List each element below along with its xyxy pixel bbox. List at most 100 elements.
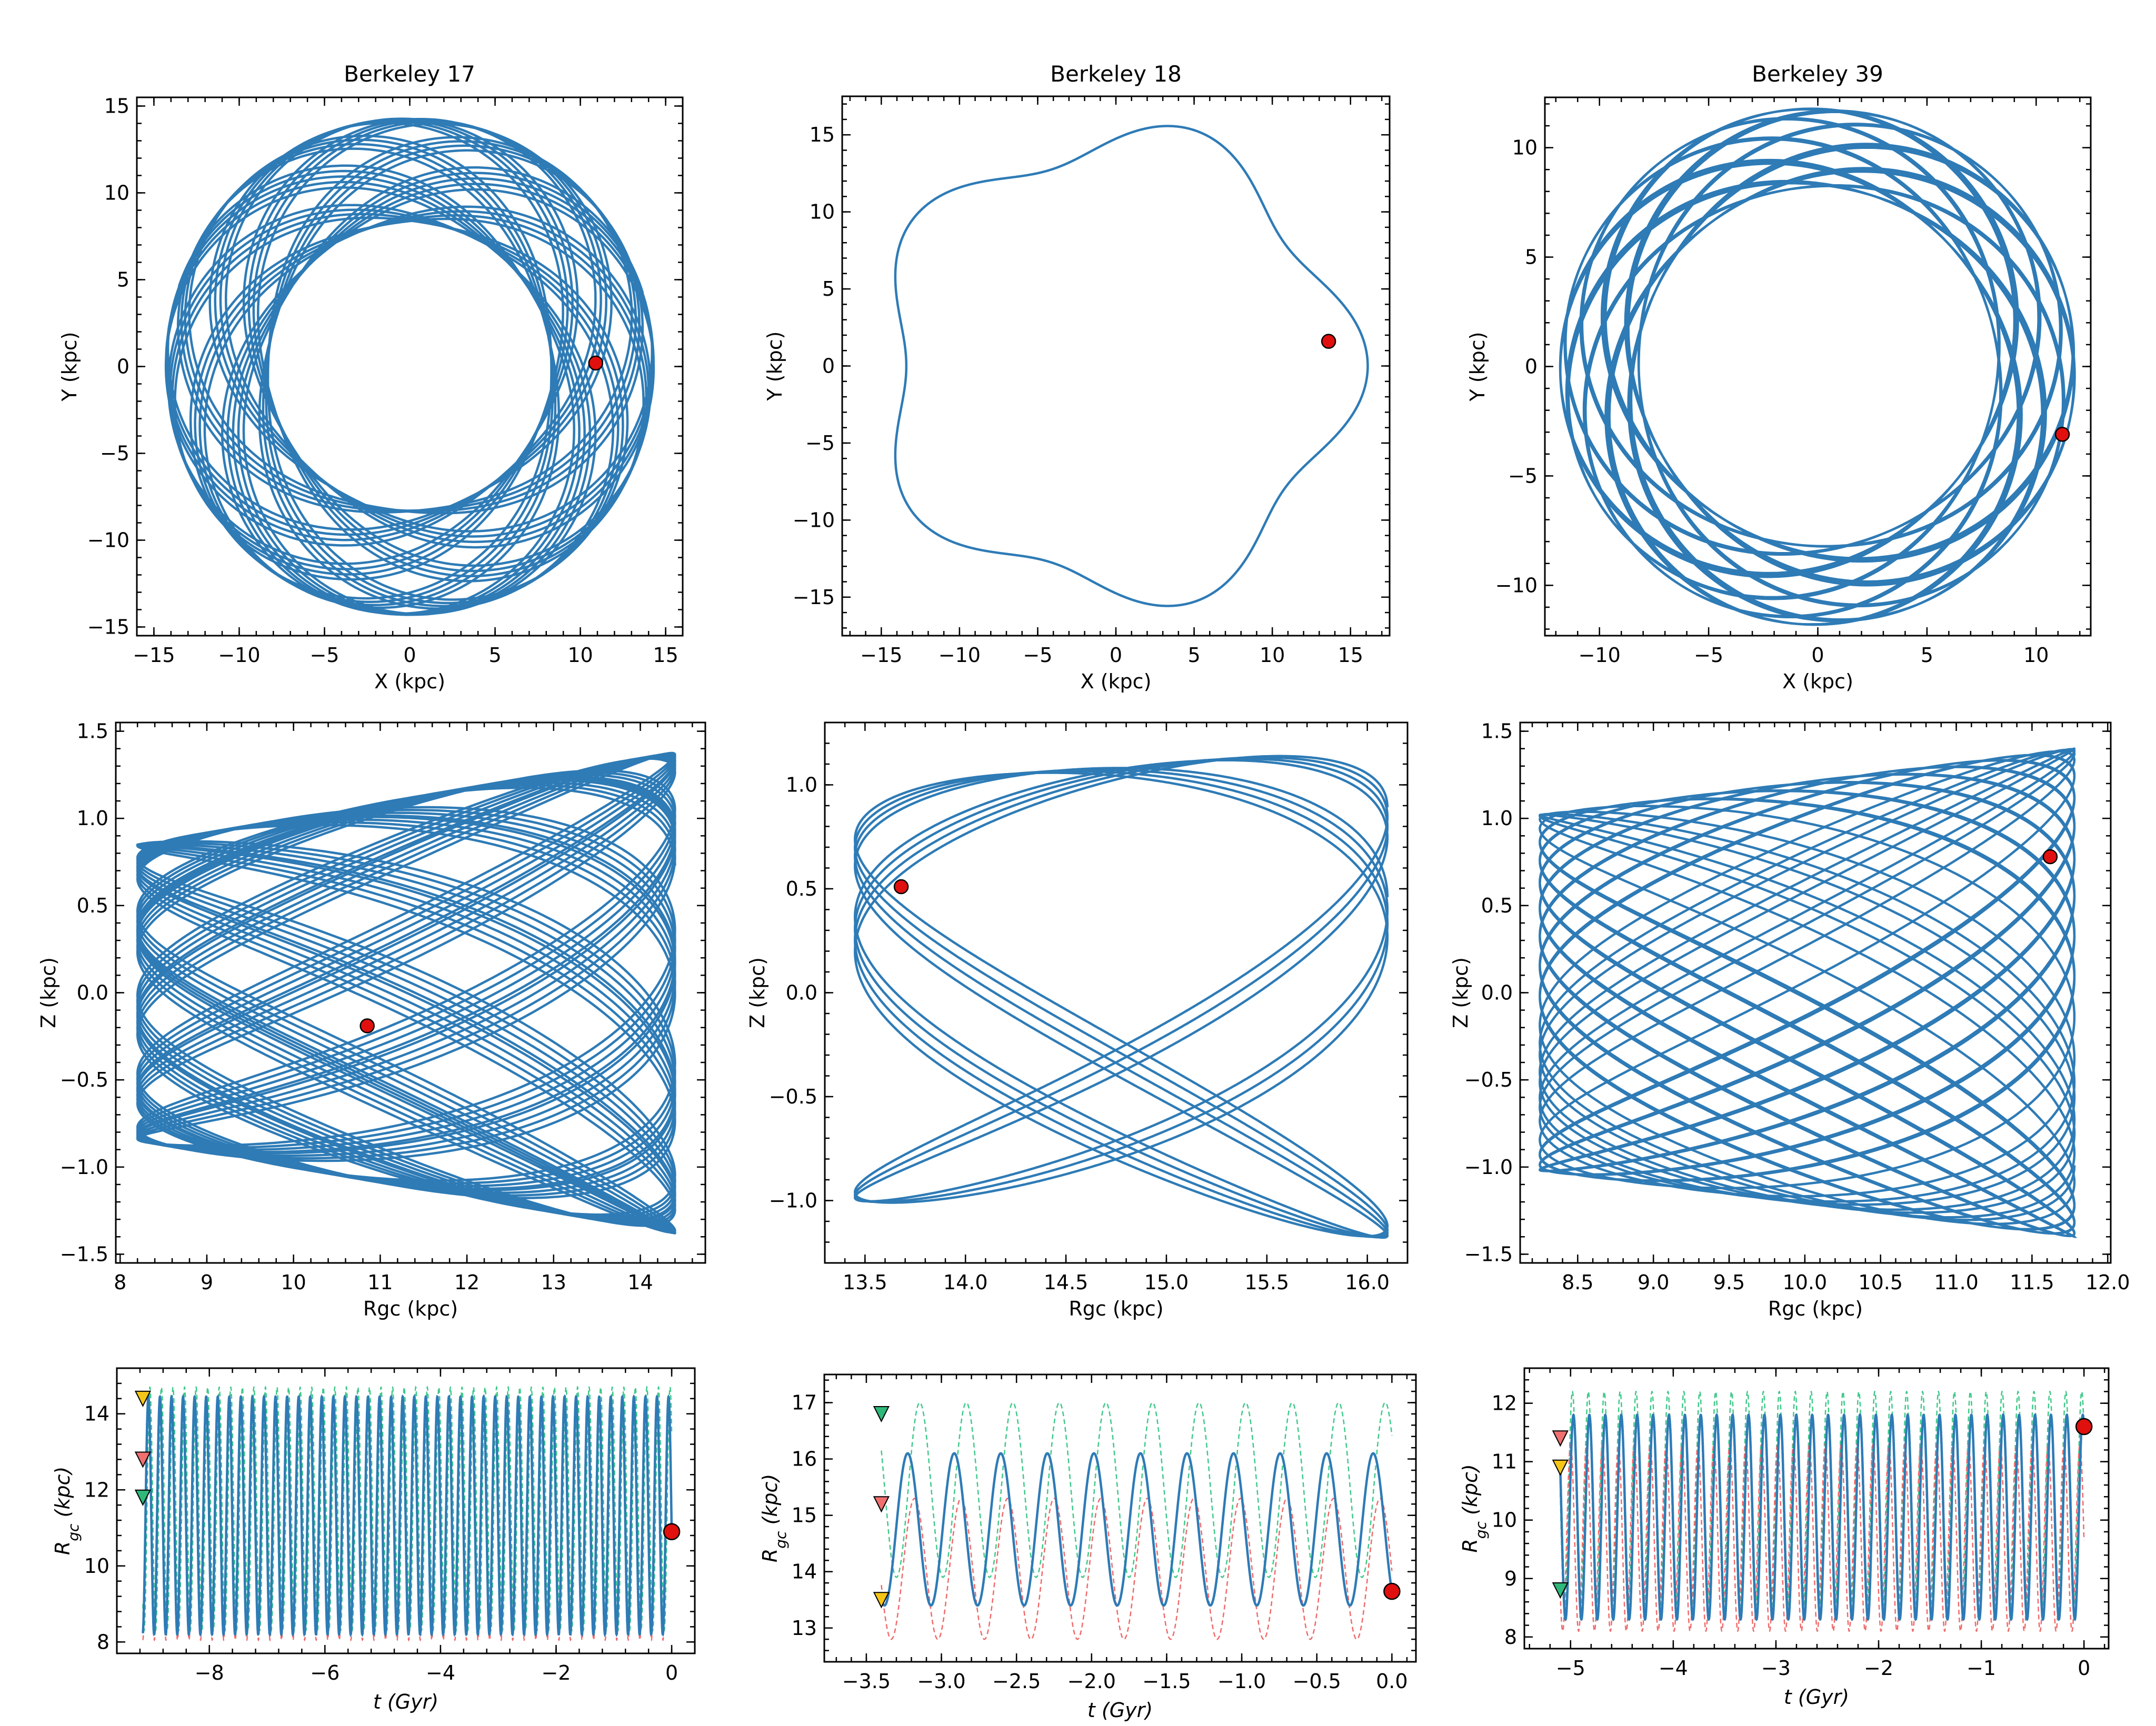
x-tick-label: −10 <box>1579 644 1621 667</box>
y-tick-label: −10 <box>793 508 835 531</box>
x-tick-label: 8 <box>114 1271 126 1294</box>
y-tick-label: 10 <box>104 182 129 205</box>
y-tick-label: 12 <box>84 1478 109 1501</box>
y-tick-label: 8 <box>1504 1625 1517 1649</box>
x-tick-label: −5 <box>1556 1657 1585 1680</box>
x-tick-label: 9.5 <box>1713 1271 1745 1294</box>
y-tick-label: 14 <box>84 1402 109 1426</box>
x-tick-label: 10 <box>567 644 593 667</box>
y-axis-label: Rgc (kpc) <box>51 1467 82 1555</box>
start-marker-red <box>134 1451 152 1468</box>
berkeley-18-title: Berkeley 18 <box>1050 61 1182 87</box>
y-tick-label: −15 <box>793 586 835 609</box>
y-tick-label: 1.5 <box>1481 720 1513 743</box>
x-tick-label: −3 <box>1761 1657 1791 1680</box>
y-tick-label: 0.5 <box>1481 894 1513 917</box>
x-tick-label: 5 <box>1187 644 1200 667</box>
x-axis-label: Rgc (kpc) <box>1069 1297 1163 1320</box>
x-tick-label: 10 <box>1260 644 1285 667</box>
x-axis-label: X (kpc) <box>1081 670 1152 693</box>
y-tick-label: 1.0 <box>1481 807 1513 830</box>
plot-area <box>142 1386 673 1642</box>
start-marker-yellow <box>134 1390 152 1408</box>
lower-bound-dashed-line <box>1560 1443 2085 1632</box>
y-tick-label: 5 <box>117 268 129 292</box>
berkeley-39-rz-panel: 8.5 9.0 9.5 10.0 10.5 11.0 11.5 12.0 −1.5 −1.0 −0.… <box>1449 720 2130 1320</box>
orbit-line <box>880 1452 1393 1607</box>
x-tick-label: −5 <box>1023 644 1052 667</box>
orbit-line <box>136 751 676 1235</box>
berkeley-17-title: Berkeley 17 <box>344 61 475 87</box>
x-tick-label: −3.5 <box>842 1670 891 1693</box>
y-tick-label: 0.5 <box>77 894 108 917</box>
x-tick-label: 12.0 <box>2085 1271 2130 1294</box>
x-tick-label: 0 <box>665 1661 678 1684</box>
x-tick-label: 16.0 <box>1345 1271 1390 1294</box>
y-axis-label: Rgc (kpc) <box>1459 1464 1490 1552</box>
x-tick-label: 10 <box>281 1271 306 1294</box>
x-tick-label: −2 <box>1864 1657 1893 1680</box>
x-axis-label: X (kpc) <box>1782 670 1853 693</box>
plot-area <box>894 125 1369 607</box>
y-tick-label: 16 <box>792 1448 817 1471</box>
plot-area <box>854 755 1389 1239</box>
berkeley-18-rt-panel: −3.5 −3.0 −2.5 −2.0 −1.5 −1.0 −0.5 0.0 13 14 15 16 1… <box>758 1373 1417 1722</box>
y-tick-label: 13 <box>792 1617 817 1640</box>
y-tick-label: 0.0 <box>77 981 108 1005</box>
x-tick-label: 14.0 <box>943 1271 988 1294</box>
orbit-line <box>164 117 655 616</box>
current-position-marker <box>663 1523 681 1540</box>
orbit-line <box>142 1394 673 1637</box>
x-axis-label: X (kpc) <box>374 670 445 693</box>
x-tick-label: −10 <box>939 644 981 667</box>
x-tick-label: 0 <box>2078 1657 2090 1680</box>
x-tick-label: −4 <box>1659 1657 1688 1680</box>
plot-frame <box>116 1367 696 1654</box>
berkeley-39-rt-panel: −5 −4 −3 −2 −1 0 8 9 10 11 12 t (Gyr) Rgc (kpc) <box>1459 1367 2110 1709</box>
x-tick-label: −0.5 <box>1293 1670 1341 1693</box>
current-position-marker <box>360 1018 375 1033</box>
y-tick-label: 0.5 <box>786 877 817 900</box>
x-tick-label: 15 <box>1338 644 1363 667</box>
start-marker-red <box>1552 1430 1569 1447</box>
x-tick-label: 5 <box>1921 644 1933 667</box>
x-tick-label: 10.5 <box>1858 1271 1903 1294</box>
plot-frame <box>823 1373 1417 1663</box>
y-tick-label: 10 <box>1512 136 1538 159</box>
x-tick-label: 0 <box>1811 644 1824 667</box>
y-tick-label: −1.5 <box>60 1242 108 1266</box>
x-tick-label: −4 <box>426 1661 455 1684</box>
x-tick-label: −10 <box>218 644 260 667</box>
y-tick-label: −1.0 <box>60 1156 108 1179</box>
x-tick-label: −2 <box>541 1661 571 1684</box>
x-tick-label: −15 <box>133 644 175 667</box>
x-tick-label: 15.0 <box>1144 1271 1189 1294</box>
current-position-marker <box>2042 849 2058 865</box>
x-tick-label: 12 <box>454 1271 480 1294</box>
y-tick-label: −10 <box>1495 574 1538 597</box>
x-tick-label: 8.5 <box>1562 1271 1593 1294</box>
x-tick-label: −15 <box>860 644 902 667</box>
current-position-marker <box>1383 1582 1401 1600</box>
y-tick-label: 14 <box>792 1560 817 1583</box>
y-tick-label: 10 <box>1492 1509 1517 1532</box>
x-axis-label: Rgc (kpc) <box>363 1297 458 1320</box>
y-tick-label: −0.5 <box>60 1068 108 1091</box>
start-marker-green <box>1552 1582 1569 1599</box>
plot-area <box>880 1402 1393 1640</box>
x-tick-label: 0 <box>403 644 416 667</box>
x-tick-label: −8 <box>195 1661 224 1684</box>
x-tick-label: 11 <box>367 1271 393 1294</box>
y-tick-label: 17 <box>792 1391 817 1414</box>
x-tick-label: −3.0 <box>917 1670 965 1693</box>
current-position-marker <box>2075 1418 2093 1436</box>
y-tick-label: −0.5 <box>769 1085 817 1108</box>
x-axis-label: t (Gyr) <box>1784 1685 1849 1709</box>
start-marker-green <box>873 1406 890 1423</box>
x-tick-label: 10.0 <box>1783 1271 1828 1294</box>
berkeley-39-xy-panel: Berkeley 39 −10 −5 0 5 10 −10 −5 0 5 10 X (kpc) Y (… <box>1466 61 2092 693</box>
upper-bound-dashed-line <box>881 1402 1393 1578</box>
y-tick-label: 8 <box>97 1630 109 1653</box>
y-tick-label: 0.0 <box>786 981 817 1005</box>
